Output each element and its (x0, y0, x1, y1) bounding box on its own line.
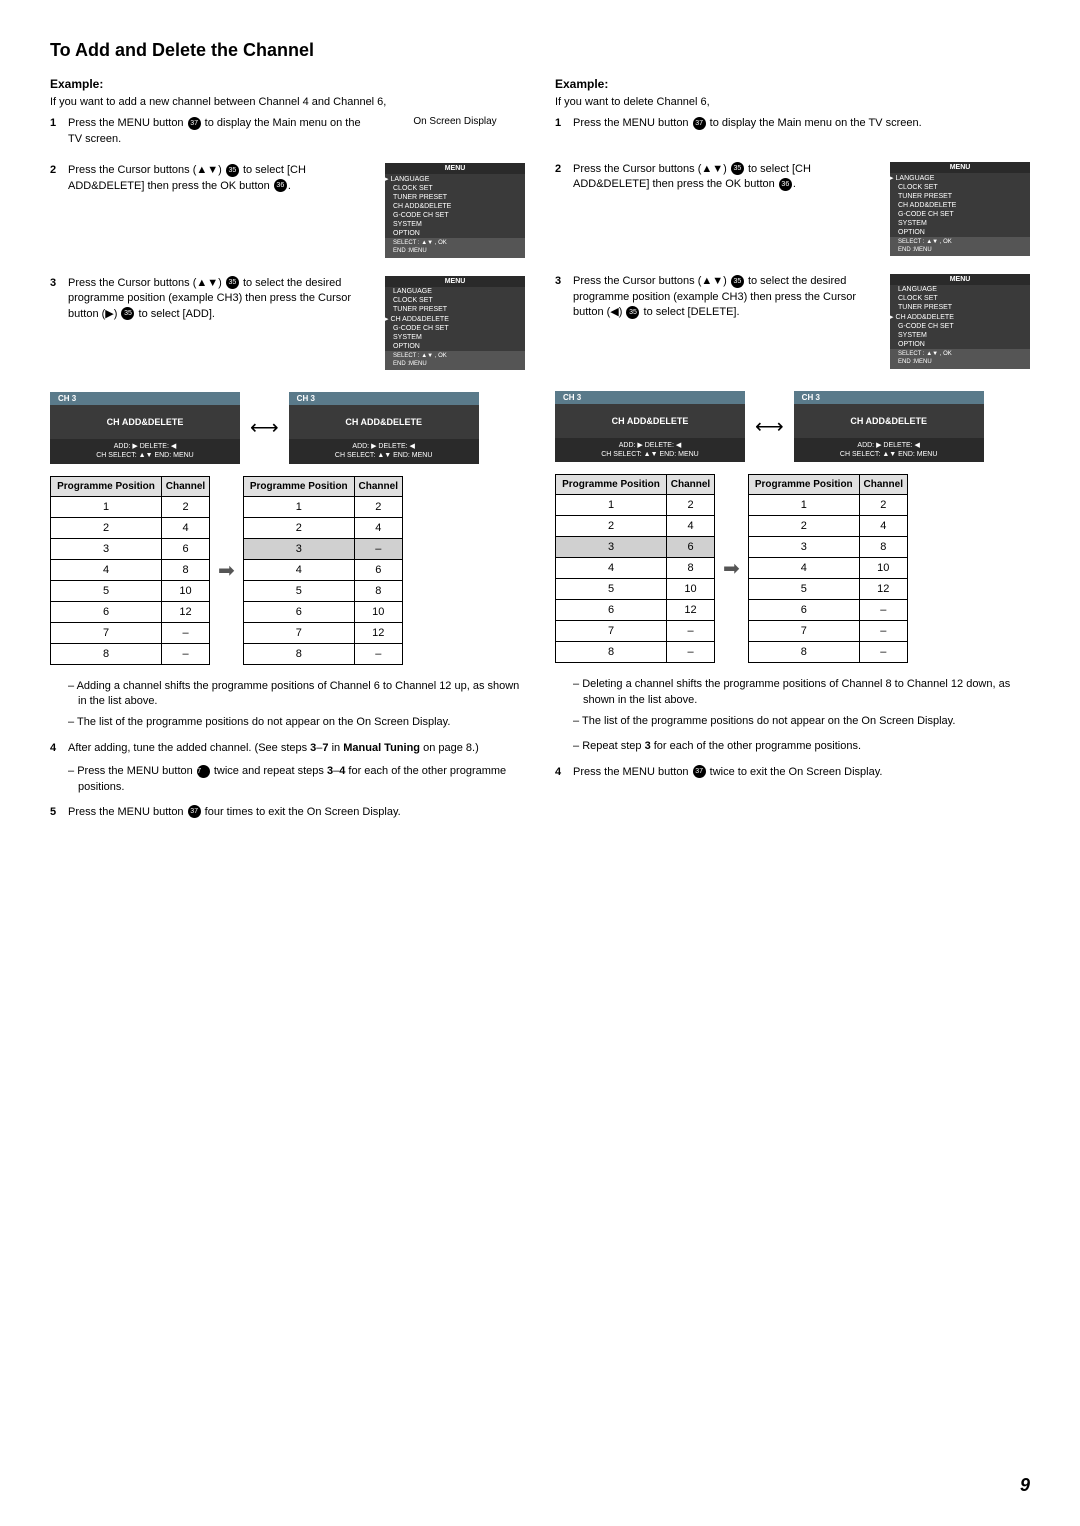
ok-button-icon: 36 (779, 178, 792, 191)
channel-osd-row-left: CH 3CH ADD&DELETEADD: ▶ DELETE: ◀CH SELE… (50, 392, 525, 463)
bidirectional-arrow-icon: ⟷ (755, 414, 784, 439)
menu-button-icon: 37 (693, 117, 706, 130)
menu-button-icon: 37 (188, 805, 201, 818)
table-row-left: Programme PositionChannel122436485106127… (50, 476, 525, 665)
channel-osd-left-b: CH 3CH ADD&DELETEADD: ▶ DELETE: ◀CH SELE… (289, 392, 479, 463)
right-step-2: 2 Press the Cursor buttons (▲▼) 35 to se… (555, 162, 875, 193)
page-title: To Add and Delete the Channel (50, 40, 1030, 61)
menu-button-icon: 37 (188, 117, 201, 130)
cursor-button-icon: 35 (121, 307, 134, 320)
bidirectional-arrow-icon: ⟷ (250, 415, 279, 440)
table-row-right: Programme PositionChannel122436485106127… (555, 474, 1030, 663)
cursor-button-icon: 35 (731, 162, 744, 175)
left-step-4: 4 After adding, tune the added channel. … (50, 741, 525, 756)
notes-left: Adding a channel shifts the programme po… (68, 679, 525, 731)
example-intro-right: If you want to delete Channel 6, (555, 95, 1030, 110)
osd-menu-2-right: MENULANGUAGECLOCK SETTUNER PRESETCH ADD&… (890, 274, 1030, 369)
cursor-button-icon: 35 (226, 164, 239, 177)
example-intro-left: If you want to add a new channel between… (50, 95, 525, 110)
right-column: Example: If you want to delete Channel 6… (555, 77, 1030, 828)
notes-right-2: Repeat step 3 for each of the other prog… (573, 739, 1030, 754)
osd-menu-1-right: MENULANGUAGECLOCK SETTUNER PRESETCH ADD&… (890, 162, 1030, 257)
osd-menu-2-left: MENULANGUAGECLOCK SETTUNER PRESETCH ADD&… (385, 276, 525, 371)
page-number: 9 (1020, 1475, 1030, 1496)
notes-right: Deleting a channel shifts the programme … (573, 677, 1030, 729)
channel-osd-right-a: CH 3CH ADD&DELETEADD: ▶ DELETE: ◀CH SELE… (555, 391, 745, 462)
left-column: Example: If you want to add a new channe… (50, 77, 525, 828)
cursor-button-icon: 35 (731, 275, 744, 288)
cursor-button-icon: 35 (626, 306, 639, 319)
right-arrow-icon: ➡ (218, 558, 235, 583)
table-right-after: Programme PositionChannel1224384105126–7… (748, 474, 908, 663)
osd-label: On Screen Display (385, 116, 525, 127)
left-step-5: 5 Press the MENU button 37 four times to… (50, 805, 525, 820)
menu-button-icon: 37 (693, 765, 706, 778)
table-left-before: Programme PositionChannel122436485106127… (50, 476, 210, 665)
right-step-1: 1 Press the MENU button 37 to display th… (555, 116, 1030, 131)
osd-menu-1-left: MENULANGUAGECLOCK SETTUNER PRESETCH ADD&… (385, 163, 525, 258)
two-column-layout: Example: If you want to add a new channe… (50, 77, 1030, 828)
table-right-before: Programme PositionChannel122436485106127… (555, 474, 715, 663)
right-arrow-icon: ➡ (723, 556, 740, 581)
example-heading-right: Example: (555, 77, 1030, 91)
left-step-2: 2 Press the Cursor buttons (▲▼) 35 to se… (50, 163, 370, 194)
step4-notes-left: Press the MENU button 37 twice and repea… (68, 764, 525, 795)
table-left-after: Programme PositionChannel12243–465861071… (243, 476, 403, 665)
left-step-1: 1 Press the MENU button 37 to display th… (50, 116, 370, 147)
channel-osd-left-a: CH 3CH ADD&DELETEADD: ▶ DELETE: ◀CH SELE… (50, 392, 240, 463)
ok-button-icon: 36 (274, 179, 287, 192)
example-heading-left: Example: (50, 77, 525, 91)
right-step-3: 3 Press the Cursor buttons (▲▼) 35 to se… (555, 274, 875, 320)
left-step-3: 3 Press the Cursor buttons (▲▼) 35 to se… (50, 276, 370, 322)
channel-osd-row-right: CH 3CH ADD&DELETEADD: ▶ DELETE: ◀CH SELE… (555, 391, 1030, 462)
right-step-4: 4 Press the MENU button 37 twice to exit… (555, 765, 1030, 780)
cursor-button-icon: 35 (226, 276, 239, 289)
channel-osd-right-b: CH 3CH ADD&DELETEADD: ▶ DELETE: ◀CH SELE… (794, 391, 984, 462)
